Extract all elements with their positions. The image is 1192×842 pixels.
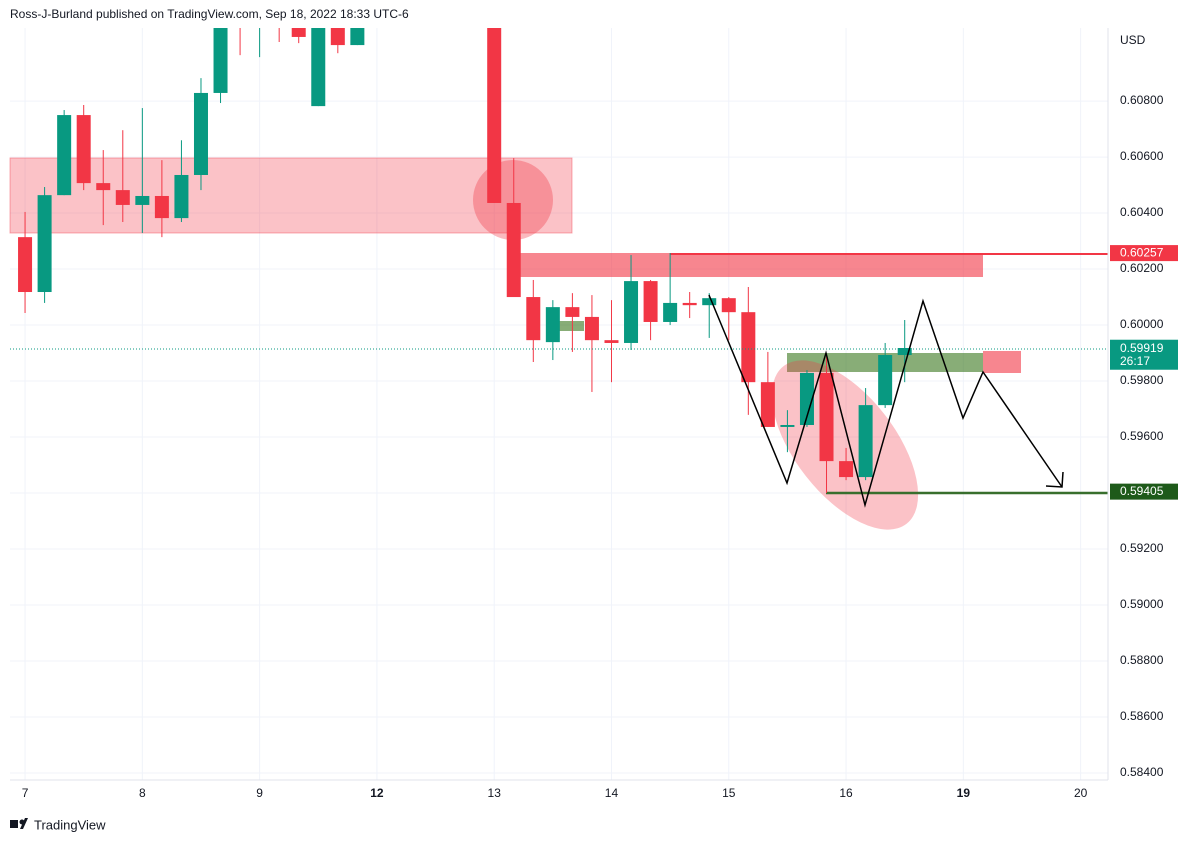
zigzag xyxy=(708,294,1063,508)
y-tick-label: 0.59000 xyxy=(1120,597,1164,611)
candle-body xyxy=(780,424,795,427)
candle-body xyxy=(291,28,306,37)
candle-body xyxy=(330,28,345,46)
y-tick-label: 0.60400 xyxy=(1120,205,1164,219)
candle-body xyxy=(839,461,854,478)
price-label: 0.59405 xyxy=(1120,484,1164,498)
candles xyxy=(18,28,912,494)
candle-body xyxy=(897,348,912,356)
supply-zone xyxy=(520,253,983,277)
attribution: Ross-J-Burland published on TradingView.… xyxy=(10,7,409,21)
demand-zone xyxy=(558,321,584,331)
x-tick-label: 8 xyxy=(139,786,146,800)
y-tick-label: 0.59600 xyxy=(1120,429,1164,443)
y-tick-label: 0.59800 xyxy=(1120,373,1164,387)
candle-body xyxy=(174,174,189,219)
candle-body xyxy=(213,28,228,93)
candle-body xyxy=(193,92,208,175)
currency: USD xyxy=(1120,33,1146,47)
x-tick-label: 13 xyxy=(488,786,502,800)
x-tick-label: 9 xyxy=(256,786,263,800)
candle-body xyxy=(682,302,697,306)
candle-body xyxy=(878,355,893,406)
grid xyxy=(10,28,1108,780)
x-tick-label: 15 xyxy=(722,786,736,800)
y-tick-label: 0.58800 xyxy=(1120,653,1164,667)
candle-body xyxy=(702,298,717,306)
x-tick-label: 19 xyxy=(957,786,971,800)
candle-body xyxy=(741,312,756,383)
candle-body xyxy=(311,28,326,107)
candle-body xyxy=(526,297,541,341)
price-label-box xyxy=(1110,245,1178,262)
candle-body xyxy=(76,115,91,184)
y-tick-label: 0.60000 xyxy=(1120,317,1164,331)
arrow-head xyxy=(1045,471,1064,488)
logo xyxy=(10,818,28,829)
candle-body xyxy=(624,281,639,343)
footer-brand: TradingView xyxy=(34,817,106,832)
candle-body xyxy=(350,28,365,46)
candle-body xyxy=(799,372,814,425)
candle-body xyxy=(135,195,150,205)
candle-body xyxy=(819,372,834,462)
candle-body xyxy=(858,405,873,478)
candle-body xyxy=(565,307,580,317)
candle-body xyxy=(37,195,52,293)
supply-zone xyxy=(983,351,1021,373)
candle-body xyxy=(604,340,619,343)
current-price-box xyxy=(1110,339,1178,370)
current-price-label: 0.59919 xyxy=(1120,341,1164,355)
price-label: 0.60257 xyxy=(1120,245,1164,259)
candle-body xyxy=(584,316,599,341)
x-tick-label: 20 xyxy=(1074,786,1088,800)
x-tick-label: 12 xyxy=(370,786,384,800)
candle-body xyxy=(115,190,130,205)
candle-body xyxy=(663,302,678,322)
projection xyxy=(708,294,1064,508)
candle-body xyxy=(721,298,736,313)
y-tick-label: 0.60600 xyxy=(1120,149,1164,163)
x-tick-label: 16 xyxy=(839,786,853,800)
candle-body xyxy=(506,202,521,298)
y-tick-label: 0.58400 xyxy=(1120,765,1164,779)
y-tick-label: 0.60200 xyxy=(1120,261,1164,275)
x-tick-label: 14 xyxy=(605,786,619,800)
y-tick-label: 0.60800 xyxy=(1120,93,1164,107)
candle-body xyxy=(643,281,658,322)
x-tick-label: 7 xyxy=(22,786,29,800)
candle-body xyxy=(760,382,775,427)
price-label-box xyxy=(1110,483,1178,500)
y-tick-label: 0.59200 xyxy=(1120,541,1164,555)
countdown: 26:17 xyxy=(1120,354,1150,368)
candle-body xyxy=(18,237,33,293)
candle-body xyxy=(96,183,111,191)
candle-body xyxy=(154,195,169,219)
candle-body xyxy=(545,307,560,343)
candle-body xyxy=(57,115,72,196)
candle-body xyxy=(487,28,502,203)
y-tick-label: 0.58600 xyxy=(1120,709,1164,723)
